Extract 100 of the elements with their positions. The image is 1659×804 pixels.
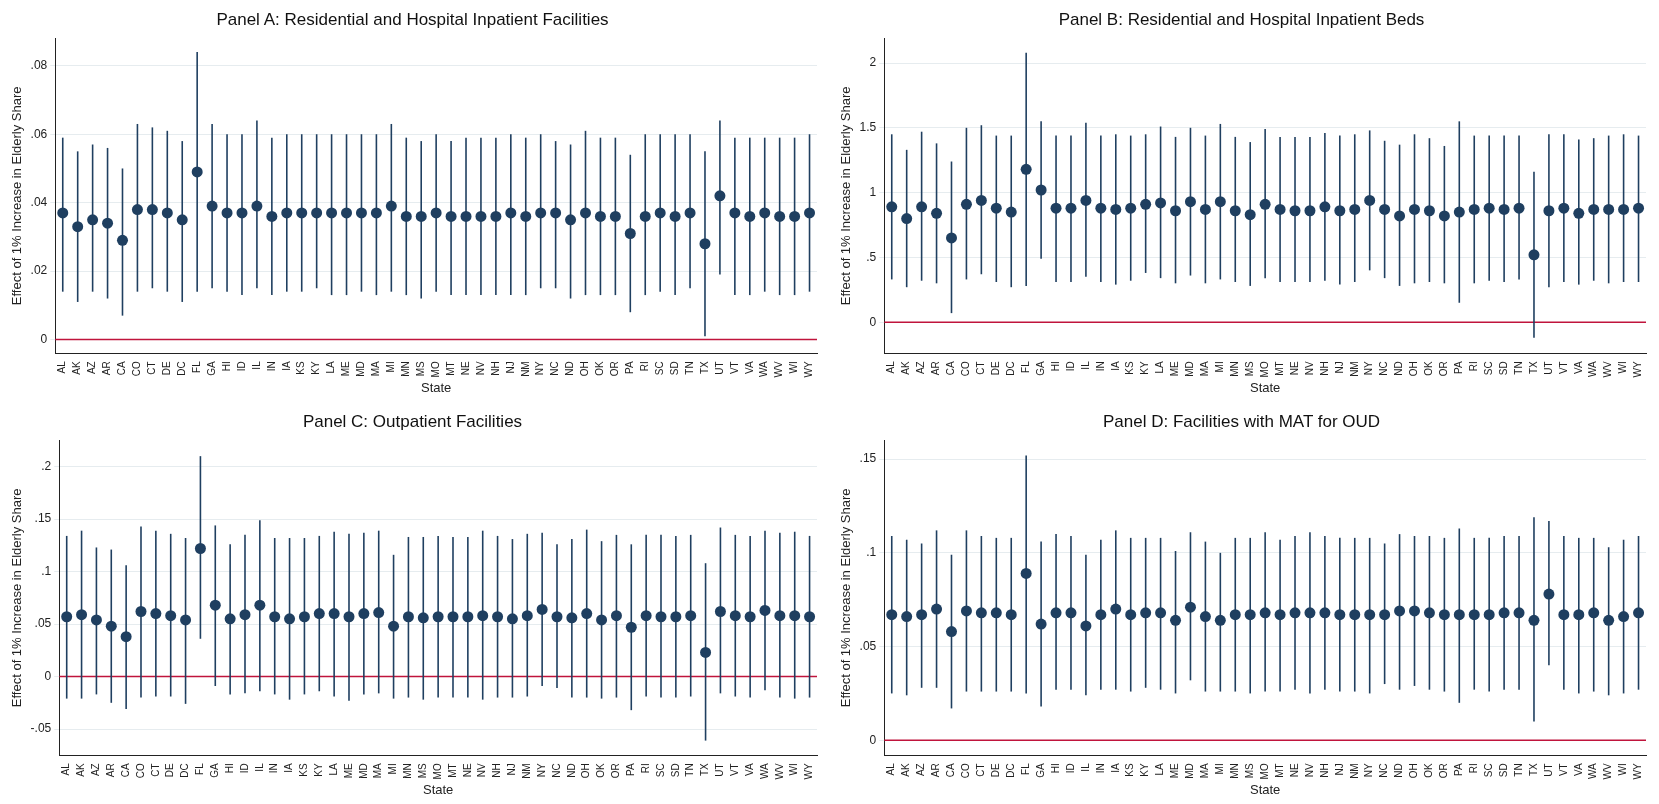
point <box>639 210 651 222</box>
point <box>565 214 577 226</box>
y-tick-label: 0 <box>869 314 877 329</box>
point <box>1050 607 1062 619</box>
point <box>1214 196 1226 208</box>
x-tick-label: IL <box>253 762 265 772</box>
point <box>116 234 128 246</box>
point <box>1229 609 1241 621</box>
x-tick-label: DE <box>161 360 173 376</box>
x-tick-label: GA <box>209 762 221 778</box>
point <box>1588 203 1600 215</box>
x-tick-label: ID <box>1064 361 1076 372</box>
point <box>1274 609 1286 621</box>
x-tick-label: VT <box>728 361 740 375</box>
point <box>975 607 987 619</box>
x-tick-label: MS <box>1243 762 1255 779</box>
x-tick-label: NY <box>1363 762 1375 778</box>
point <box>1319 201 1331 213</box>
x-tick-label: LA <box>1154 762 1166 776</box>
point <box>990 607 1002 619</box>
x-tick-label: DE <box>990 360 1002 376</box>
point <box>460 210 472 222</box>
point <box>251 200 263 212</box>
point <box>520 210 532 222</box>
point <box>57 207 69 219</box>
x-tick-label: MI <box>387 763 399 775</box>
x-tick-label: AL <box>56 360 68 374</box>
point <box>1140 198 1152 210</box>
x-tick-label: FL <box>1019 360 1031 373</box>
x-tick-label: MA <box>372 762 384 779</box>
x-tick-label: MN <box>1229 361 1241 377</box>
point <box>1409 203 1420 215</box>
x-tick-label: WA <box>758 360 770 378</box>
point <box>1543 588 1555 600</box>
x-tick-label: WI <box>1617 361 1629 374</box>
point <box>194 543 206 555</box>
point <box>551 611 563 623</box>
point <box>417 612 429 624</box>
x-axis-title: State <box>1249 781 1281 797</box>
x-tick-label: MA <box>1199 360 1211 377</box>
x-tick-label: RI <box>1467 361 1479 372</box>
x-tick-label: MO <box>1258 763 1270 780</box>
point <box>146 204 158 216</box>
x-tick-label: VT <box>1557 361 1569 375</box>
x-tick-label: DC <box>179 763 191 778</box>
point <box>550 207 562 219</box>
point <box>1573 207 1585 219</box>
x-tick-label: NV <box>474 360 486 376</box>
point <box>1110 603 1122 615</box>
x-tick-label: WA <box>758 762 770 780</box>
x-tick-label: OK <box>1423 360 1435 376</box>
x-tick-label: MT <box>1273 763 1285 778</box>
point <box>102 217 114 229</box>
x-tick-label: MI <box>385 361 397 373</box>
x-tick-label: IN <box>1094 361 1106 372</box>
x-tick-label: HI <box>1049 361 1061 372</box>
point <box>1259 198 1271 210</box>
point <box>1409 605 1420 617</box>
point <box>236 207 248 219</box>
x-tick-label: KS <box>298 762 310 777</box>
point <box>1438 210 1450 222</box>
point <box>744 611 756 623</box>
x-tick-label: NC <box>549 361 561 376</box>
y-tick-label: .04 <box>30 195 48 209</box>
x-tick-label: CA <box>945 360 957 376</box>
point <box>385 200 397 212</box>
point <box>1199 203 1211 215</box>
point <box>684 207 696 219</box>
x-tick-label: SD <box>669 763 681 778</box>
point <box>1394 605 1406 617</box>
point <box>886 609 898 621</box>
x-tick-label: NM <box>1348 361 1360 377</box>
x-tick-label: TX <box>1527 762 1539 777</box>
point <box>1513 202 1525 214</box>
x-tick-label: WV <box>773 762 785 780</box>
x-tick-label: TX <box>698 360 710 375</box>
point <box>916 609 928 621</box>
point <box>729 207 741 219</box>
x-tick-label: UT <box>714 763 726 777</box>
x-tick-label: HI <box>220 361 232 372</box>
x-tick-label: TX <box>699 762 711 777</box>
point <box>1483 609 1495 621</box>
point <box>1155 607 1167 619</box>
x-tick-label: NM <box>1348 763 1360 779</box>
x-tick-label: UT <box>1542 361 1554 375</box>
y-tick-label: .05 <box>34 616 52 631</box>
x-tick-label: PA <box>1453 762 1465 776</box>
x-tick-label: PA <box>624 360 636 374</box>
point <box>901 213 913 225</box>
x-tick-label: OK <box>1423 762 1435 778</box>
point <box>1618 203 1630 215</box>
point <box>150 608 162 620</box>
point <box>521 610 533 622</box>
point <box>206 200 218 212</box>
y-tick-label: .15 <box>859 451 877 466</box>
x-tick-label: VT <box>729 763 741 777</box>
point <box>1349 203 1361 215</box>
x-tick-label: DE <box>164 762 176 778</box>
point <box>341 207 353 219</box>
x-tick-label: OK <box>594 360 606 376</box>
